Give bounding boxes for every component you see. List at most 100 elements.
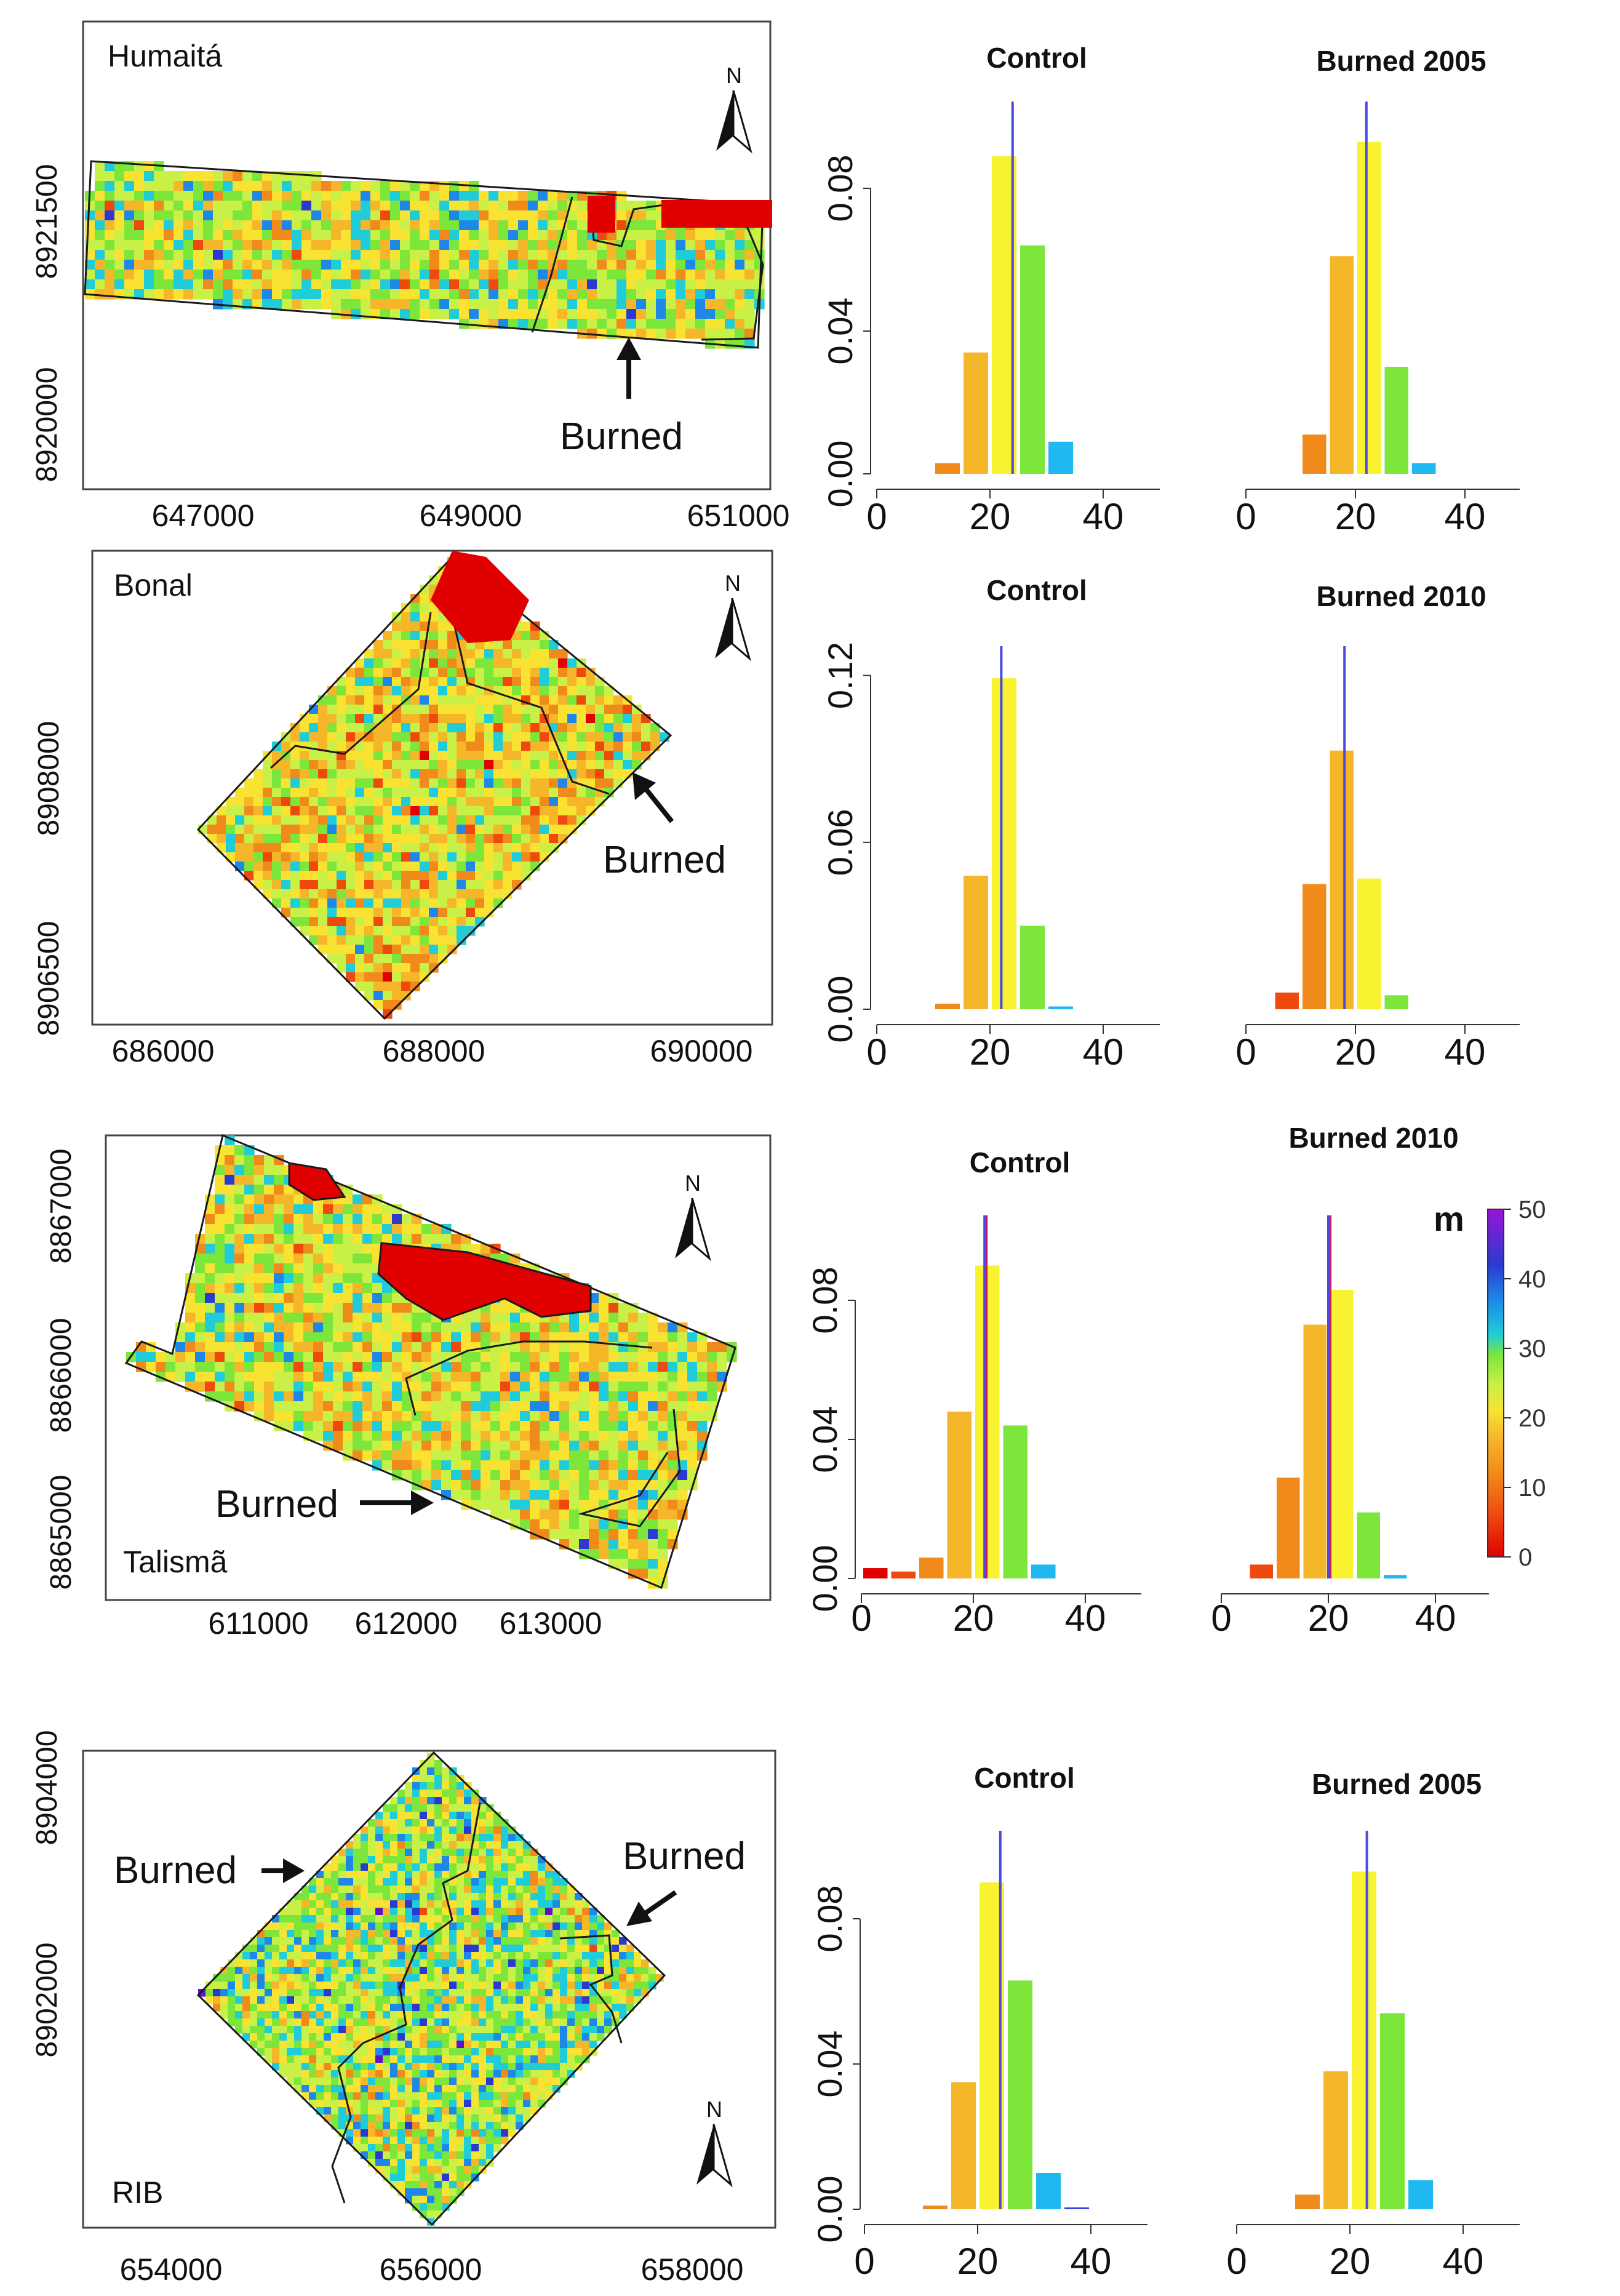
- raster-cell: [493, 898, 503, 908]
- raster-cell: [501, 1893, 509, 1901]
- raster-cell: [105, 220, 115, 231]
- raster-cell: [484, 797, 494, 807]
- raster-cell: [607, 260, 617, 270]
- raster-cell: [244, 1155, 255, 1166]
- raster-cell: [361, 1849, 369, 1857]
- raster-cell: [464, 1834, 472, 1842]
- raster-cell: [368, 1982, 376, 1990]
- raster-cell: [282, 230, 292, 241]
- raster-cell: [154, 181, 164, 191]
- raster-cell: [586, 686, 596, 696]
- raster-cell: [300, 714, 309, 724]
- raster-cell: [346, 686, 356, 696]
- raster-cell: [343, 1431, 353, 1441]
- raster-cell: [449, 1863, 457, 1871]
- raster-cell: [599, 1382, 609, 1392]
- raster-cell: [449, 1841, 457, 1849]
- raster-cell: [383, 1819, 391, 1827]
- raster-cell: [282, 220, 292, 231]
- burned-annotation: Burned: [215, 1483, 338, 1526]
- raster-cell: [292, 299, 302, 310]
- raster-cell: [521, 862, 531, 871]
- raster-cell: [658, 1391, 668, 1402]
- raster-cell: [528, 260, 538, 270]
- raster-cell: [431, 1450, 442, 1461]
- raster-cell: [405, 1856, 413, 1864]
- raster-cell: [512, 843, 522, 853]
- raster-cell: [508, 1952, 516, 1960]
- raster-cell: [353, 1254, 363, 1264]
- raster-cell: [521, 732, 531, 742]
- raster-cell: [607, 309, 617, 319]
- raster-cell: [516, 1945, 524, 1953]
- raster-cell: [646, 309, 656, 319]
- raster-cell: [597, 1967, 605, 1975]
- raster-cell: [420, 788, 429, 798]
- raster-cell: [252, 201, 263, 211]
- raster-cell: [401, 760, 411, 770]
- raster-cell: [457, 815, 466, 825]
- raster-cell: [244, 1254, 255, 1264]
- raster-cell: [493, 723, 503, 733]
- raster-cell: [144, 289, 154, 300]
- raster-cell: [498, 279, 509, 290]
- raster-cell: [569, 1470, 580, 1481]
- raster-cell: [449, 1982, 457, 1990]
- raster-cell: [421, 1401, 432, 1412]
- raster-cell: [553, 1937, 561, 1945]
- raster-cell: [528, 220, 538, 231]
- raster-cell: [442, 2018, 450, 2026]
- raster-cell: [569, 1510, 580, 1520]
- raster-cell: [438, 806, 448, 816]
- map-y-tick: 8920000: [31, 367, 63, 482]
- raster-cell: [195, 1303, 205, 1313]
- raster-cell: [441, 1431, 452, 1441]
- raster-cell: [518, 220, 529, 231]
- raster-cell: [390, 299, 401, 310]
- raster-cell: [410, 889, 420, 899]
- raster-cell: [412, 1967, 420, 1975]
- raster-cell: [338, 1937, 346, 1945]
- raster-cell: [530, 1915, 538, 1923]
- raster-cell: [475, 778, 485, 788]
- raster-cell: [372, 1421, 383, 1431]
- raster-cell: [530, 1945, 538, 1953]
- north-arrow-icon: [715, 598, 732, 658]
- raster-cell: [466, 742, 476, 751]
- raster-cell: [540, 1342, 550, 1353]
- raster-cell: [309, 1886, 317, 1894]
- raster-cell: [717, 1352, 727, 1362]
- raster-cell: [508, 1841, 516, 1849]
- raster-cell: [215, 1175, 225, 1185]
- raster-cell: [549, 751, 559, 761]
- raster-cell: [346, 1893, 354, 1901]
- raster-cell: [559, 1411, 570, 1422]
- raster-cell: [382, 1401, 393, 1412]
- raster-cell: [493, 705, 503, 714]
- raster-cell: [486, 1952, 494, 1960]
- raster-cell: [508, 240, 519, 250]
- raster-cell: [264, 1194, 274, 1205]
- raster-cell: [632, 751, 642, 761]
- raster-cell: [457, 1812, 465, 1820]
- raster-cell: [323, 1352, 333, 1362]
- raster-cell: [490, 1313, 501, 1323]
- raster-cell: [512, 723, 522, 733]
- raster-cell: [318, 714, 328, 724]
- raster-cell: [114, 171, 125, 182]
- raster-cell: [471, 1490, 481, 1500]
- raster-cell: [361, 191, 371, 201]
- raster-cell: [362, 1431, 373, 1441]
- raster-cell: [744, 309, 755, 319]
- raster-cell: [516, 1893, 524, 1901]
- raster-cell: [442, 2004, 450, 2012]
- raster-cell: [382, 1372, 393, 1382]
- raster-cell: [353, 1352, 363, 1362]
- raster-cell: [658, 1421, 668, 1431]
- raster-cell: [226, 852, 236, 862]
- raster-cell: [401, 945, 411, 954]
- raster-cell: [337, 769, 346, 779]
- raster-cell: [252, 299, 263, 310]
- raster-cell: [449, 1834, 457, 1842]
